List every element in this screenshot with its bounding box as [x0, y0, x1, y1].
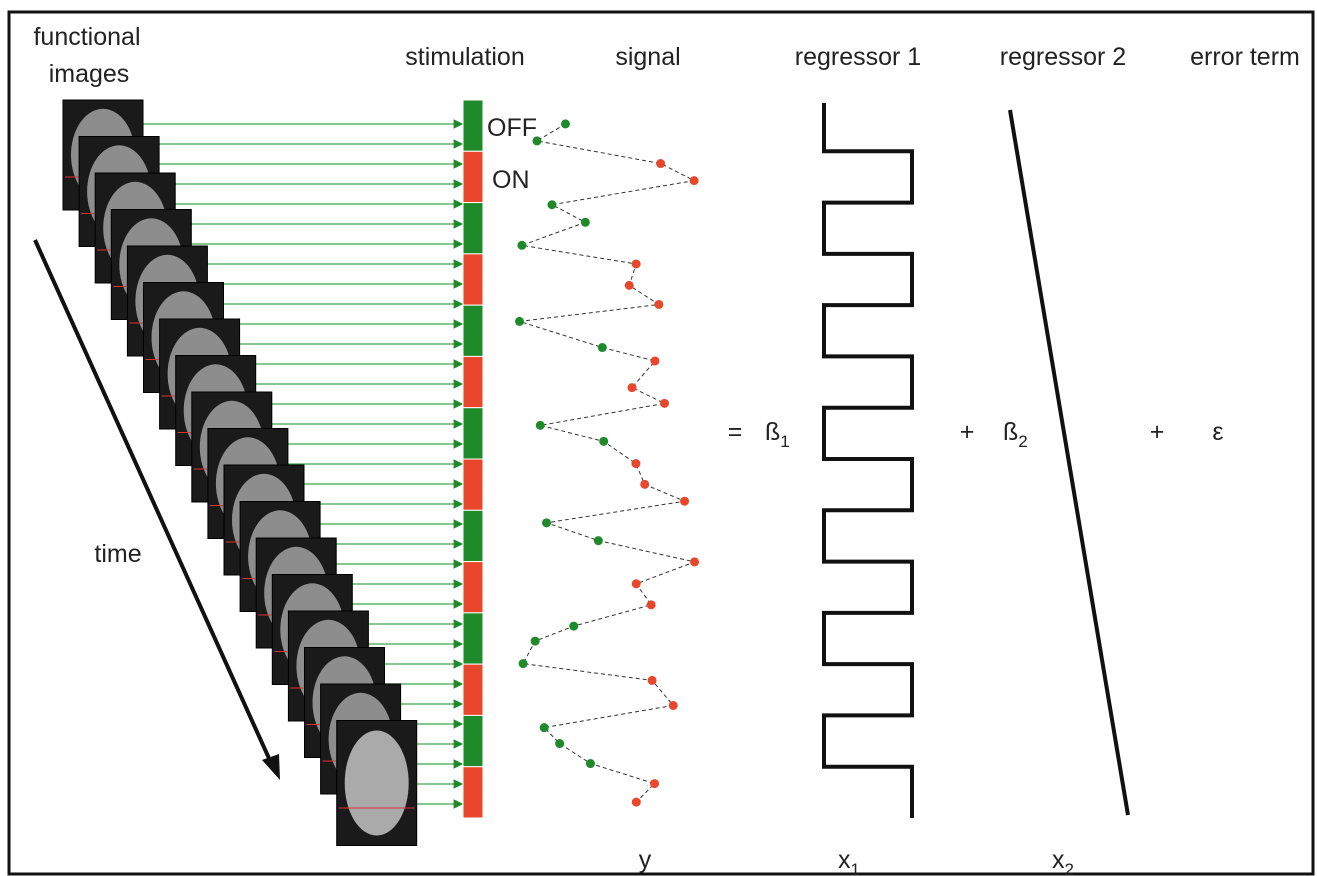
stimulation-block — [462, 253, 484, 306]
stimulation-block — [462, 561, 484, 614]
signal-point — [640, 479, 650, 489]
subscript: 2 — [1018, 432, 1027, 451]
signal-point — [631, 797, 641, 807]
signal-point — [660, 398, 670, 408]
stimulation-block — [462, 766, 484, 819]
signal-point — [542, 518, 552, 528]
signal-point — [654, 299, 664, 309]
signal-point — [517, 240, 527, 250]
signal-point — [646, 600, 656, 610]
equation-term: = — [728, 418, 743, 446]
variable: x1 — [838, 846, 860, 876]
regressor-1 — [822, 103, 914, 818]
stimulation-block — [462, 612, 484, 665]
column-title: regressor 1 — [795, 43, 921, 71]
signal-point — [518, 659, 528, 669]
signal-point — [585, 759, 595, 769]
state-label: ON — [492, 166, 530, 194]
regressor-2 — [1008, 109, 1130, 816]
equation-term: + — [960, 418, 975, 446]
stimulation-block — [462, 714, 484, 768]
stimulation-block — [462, 304, 484, 357]
symbol: ß — [1003, 418, 1018, 446]
stimulation-block — [462, 99, 484, 152]
equation-term: + — [1150, 418, 1165, 446]
signal-point — [650, 356, 660, 366]
stimulation-block — [462, 509, 484, 563]
image-title: functional — [33, 23, 140, 51]
variable: x2 — [1052, 846, 1074, 876]
stimulation-block — [462, 458, 484, 511]
signal-point — [599, 436, 609, 446]
symbol: ß — [765, 418, 780, 446]
column-title: signal — [615, 43, 680, 71]
signal-point — [547, 200, 557, 210]
stimulation-block — [462, 355, 484, 409]
signal-point — [631, 259, 641, 269]
signal-point — [535, 420, 545, 430]
signal-point — [631, 579, 641, 589]
signal-point — [656, 159, 666, 169]
symbol: x — [1052, 846, 1065, 874]
state-label: OFF — [487, 114, 537, 142]
signal-point — [631, 459, 641, 469]
signal-point — [539, 723, 549, 733]
signal-point — [593, 536, 603, 546]
variable: y — [639, 846, 652, 874]
subscript: 2 — [1065, 860, 1074, 876]
signal-trace — [519, 123, 697, 803]
column-title: error term — [1190, 43, 1300, 71]
signal-point — [560, 119, 570, 129]
signal-point — [624, 280, 634, 290]
time-arrowhead — [262, 754, 280, 780]
signal-point — [690, 557, 700, 567]
stimulation-block — [462, 663, 484, 716]
time-label: time — [94, 540, 141, 568]
signal-point — [647, 675, 657, 685]
brain-slice — [344, 730, 409, 836]
image-title: images — [49, 60, 130, 88]
subscript: 1 — [780, 432, 789, 451]
subscript: 1 — [851, 860, 860, 876]
symbol: x — [838, 846, 851, 874]
drawing — [33, 99, 1130, 846]
stimulation-block — [462, 150, 484, 204]
signal-point — [597, 343, 607, 353]
signal-point — [532, 136, 542, 146]
signal-point — [515, 316, 525, 326]
stimulation-block — [462, 202, 484, 255]
column-title: regressor 2 — [1000, 43, 1126, 71]
signal-point — [555, 739, 565, 749]
equation-term: ß1 — [765, 418, 790, 451]
signal-point — [680, 496, 690, 506]
signal-point — [627, 383, 637, 393]
signal-point — [530, 636, 540, 646]
signal-point — [650, 779, 660, 789]
signal-point — [668, 700, 678, 710]
column-title: stimulation — [405, 43, 525, 71]
equation-term: ε — [1212, 418, 1223, 446]
equation-term: ß2 — [1003, 418, 1028, 451]
signal-point — [580, 217, 590, 227]
time-arrow — [33, 239, 274, 766]
stimulation-block — [462, 407, 484, 460]
signal-point — [689, 176, 699, 186]
signal-point — [569, 621, 579, 631]
